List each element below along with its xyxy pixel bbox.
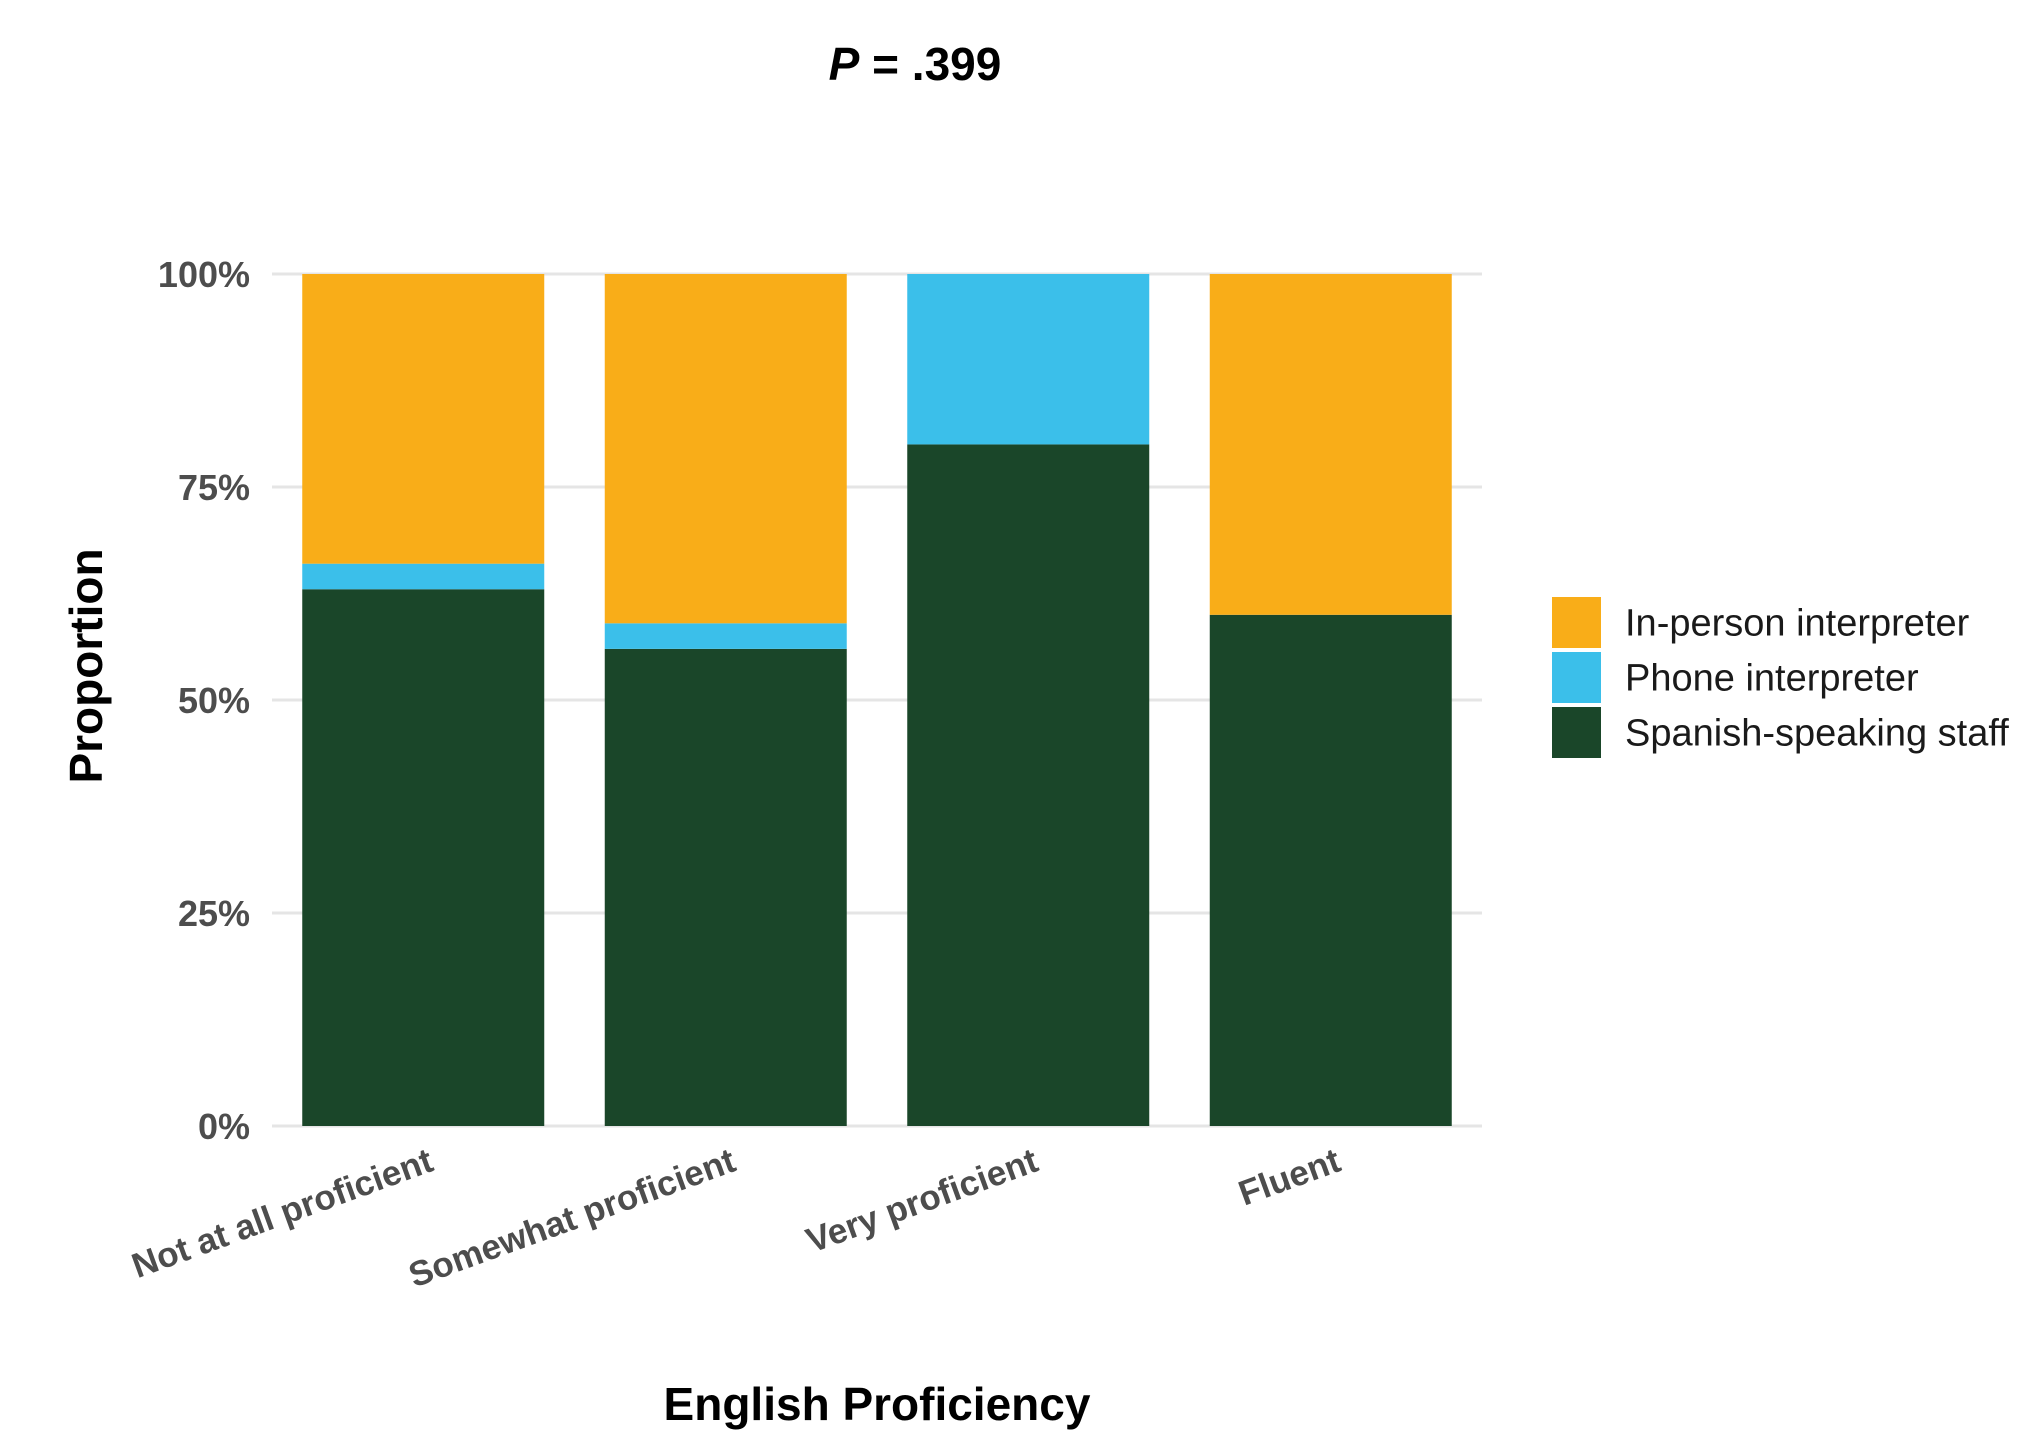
- y-tick-label: 100%: [158, 254, 250, 295]
- bar-segment: [907, 274, 1150, 445]
- bar-segment: [302, 563, 545, 590]
- bar-segment: [604, 274, 847, 624]
- bar-segment: [1209, 614, 1452, 1126]
- bar-segment: [302, 274, 545, 564]
- y-tick-label: 75%: [178, 467, 250, 508]
- x-tick-label: Somewhat proficient: [404, 1141, 741, 1295]
- x-tick-label: Very proficient: [801, 1141, 1043, 1261]
- x-tick-label: Not at all proficient: [127, 1141, 439, 1286]
- legend-label: Phone interpreter: [1625, 658, 1919, 700]
- legend-key: [1552, 707, 1601, 758]
- bar-segment: [604, 623, 847, 649]
- bar-segment: [604, 648, 847, 1126]
- y-axis-title: Proportion: [60, 548, 112, 783]
- y-axis-ticks: 0% 25% 50% 75% 100%: [158, 254, 250, 1147]
- bar-segment: [907, 444, 1150, 1126]
- chart-subtitle: P = .399: [829, 38, 1002, 90]
- x-axis-title: English Proficiency: [664, 1378, 1091, 1430]
- x-tick-label: Fluent: [1233, 1141, 1345, 1214]
- legend-label: Spanish-speaking staff: [1625, 713, 2009, 755]
- legend-key: [1552, 597, 1601, 648]
- legend-key: [1552, 652, 1601, 703]
- y-tick-label: 50%: [178, 680, 250, 721]
- bar-segment: [302, 589, 545, 1126]
- bar-segment: [1209, 274, 1452, 615]
- y-tick-label: 25%: [178, 893, 250, 934]
- legend: In-person interpreter Phone interpreter Sp…: [1552, 597, 2009, 758]
- y-tick-label: 0%: [198, 1106, 250, 1147]
- legend-label: In-person interpreter: [1625, 603, 1970, 645]
- bars: [302, 274, 1452, 1126]
